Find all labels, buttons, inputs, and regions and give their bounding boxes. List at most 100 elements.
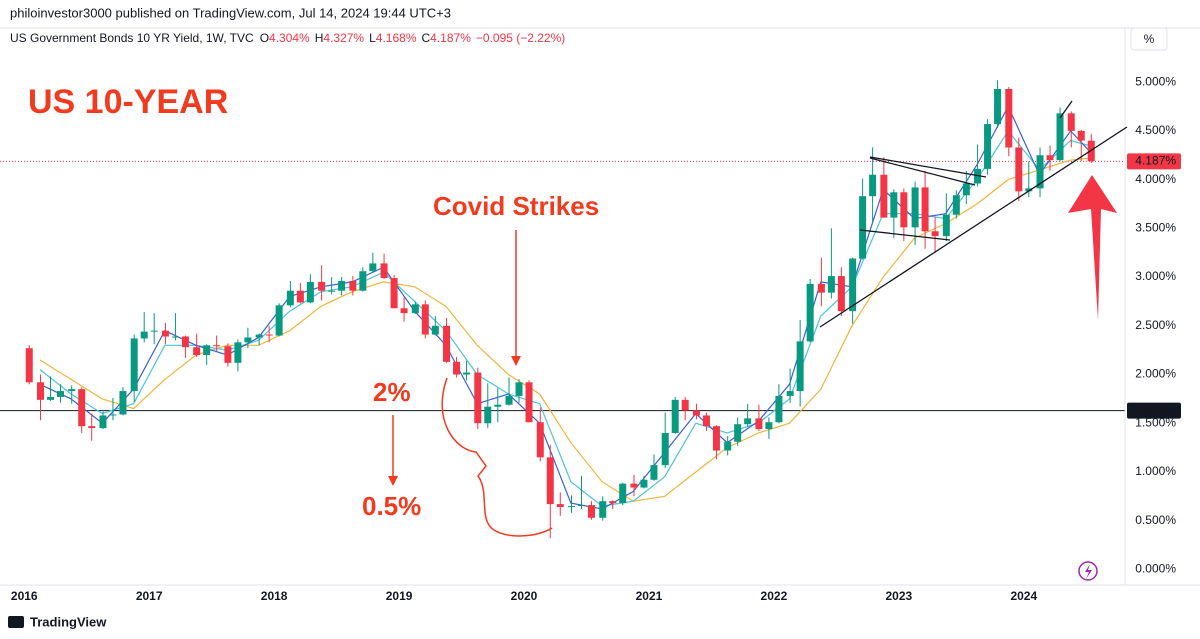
candle-body (119, 391, 127, 415)
x-tick-label: 2023 (885, 589, 912, 603)
candle-body (234, 342, 242, 363)
arrow-head (511, 356, 521, 366)
candle-body (1025, 188, 1033, 192)
x-tick-label: 2020 (511, 589, 538, 603)
candle-body (880, 174, 888, 218)
candle-body (994, 88, 1002, 125)
candle-body (484, 406, 492, 424)
candle-body (849, 258, 857, 312)
candle-body (869, 174, 877, 197)
y-tick-label: 2.000% (1135, 367, 1176, 381)
candle-body (587, 505, 595, 518)
candle-body (431, 325, 439, 335)
x-tick-label: 2017 (136, 589, 163, 603)
candle-body (349, 280, 357, 291)
trendline (819, 126, 1128, 328)
y-tick-label: 1.500% (1135, 415, 1176, 429)
candle-body (755, 418, 763, 430)
unit-button-label[interactable]: % (1144, 32, 1155, 46)
candle-body (577, 505, 585, 507)
candle-body (1046, 155, 1054, 161)
candle-body (692, 410, 700, 416)
annotation: Covid Strikes (433, 191, 599, 221)
candle-body (244, 337, 252, 343)
annotation: 0.5% (362, 491, 421, 521)
candle-body (505, 395, 513, 405)
candle-body (25, 348, 33, 383)
candle-body (78, 389, 86, 427)
price-label: 4.187% (1135, 154, 1176, 168)
candle-body (1005, 88, 1013, 148)
candle-body (1077, 130, 1085, 141)
candle-body (681, 399, 689, 411)
candle-body (88, 426, 96, 429)
candle-body (380, 263, 388, 279)
candle-body (286, 290, 294, 306)
candle-body (921, 187, 929, 232)
candle-body (171, 336, 179, 338)
trendline (869, 157, 976, 186)
candle-body (369, 263, 377, 272)
candle-body (328, 290, 336, 292)
candle-body (556, 504, 564, 508)
candle-body (255, 334, 263, 338)
candle-body (140, 331, 148, 339)
candle-body (1036, 155, 1044, 189)
candle-body (161, 330, 169, 337)
candle-body (837, 276, 845, 312)
candle-body (984, 124, 992, 169)
candle-body (400, 308, 408, 314)
ohlc-key: O (260, 31, 269, 45)
candle-body (724, 441, 732, 451)
ohlc-key: C (422, 31, 431, 45)
candle-body (421, 304, 429, 335)
candle-body (712, 426, 720, 451)
candle-body (1067, 113, 1075, 131)
candle-body (599, 501, 607, 518)
x-tick-label: 2021 (636, 589, 663, 603)
candle-body (36, 382, 44, 400)
y-tick-label: 2.500% (1135, 318, 1176, 332)
candle-body (567, 506, 575, 508)
candle-body (56, 391, 64, 397)
ohlc-value: 4.168% (376, 31, 417, 45)
candle-body (411, 304, 419, 314)
candle-body (109, 414, 117, 416)
candle-body (962, 183, 970, 196)
candle-body (130, 338, 138, 392)
price-label-box (1127, 153, 1181, 170)
up-arrow (1068, 175, 1117, 320)
title: US Government Bonds 10 YR Yield, 1W, TVC (10, 31, 254, 45)
candle-body (744, 418, 752, 425)
candle-body (453, 361, 461, 375)
candle-body (525, 382, 533, 423)
y-tick-label: 3.500% (1135, 221, 1176, 235)
brand: TradingView (30, 614, 107, 629)
candle-body (296, 290, 304, 303)
price-label-box (1127, 402, 1181, 419)
candle-body (213, 345, 221, 347)
x-tick-label: 2018 (261, 589, 288, 603)
annotation: 2% (373, 377, 411, 407)
candle-body (359, 271, 367, 291)
x-tick-label: 2022 (761, 589, 788, 603)
candle-body (443, 325, 451, 362)
candle-body (68, 389, 76, 392)
candle-body (702, 415, 710, 427)
candle-body (306, 281, 314, 303)
candle-body (671, 399, 679, 433)
candle-body (318, 281, 326, 291)
candle-body (890, 192, 898, 218)
x-tick-label: 2024 (1010, 589, 1037, 603)
unit-button[interactable] (1130, 27, 1168, 51)
candle-body (494, 404, 502, 407)
ohlc-key: L (369, 31, 376, 45)
candle-body (661, 432, 669, 466)
candle-body (181, 336, 189, 348)
candle-body (275, 305, 283, 336)
candle-body (193, 347, 201, 356)
candle-body (265, 334, 273, 336)
brand-logo (8, 616, 24, 628)
